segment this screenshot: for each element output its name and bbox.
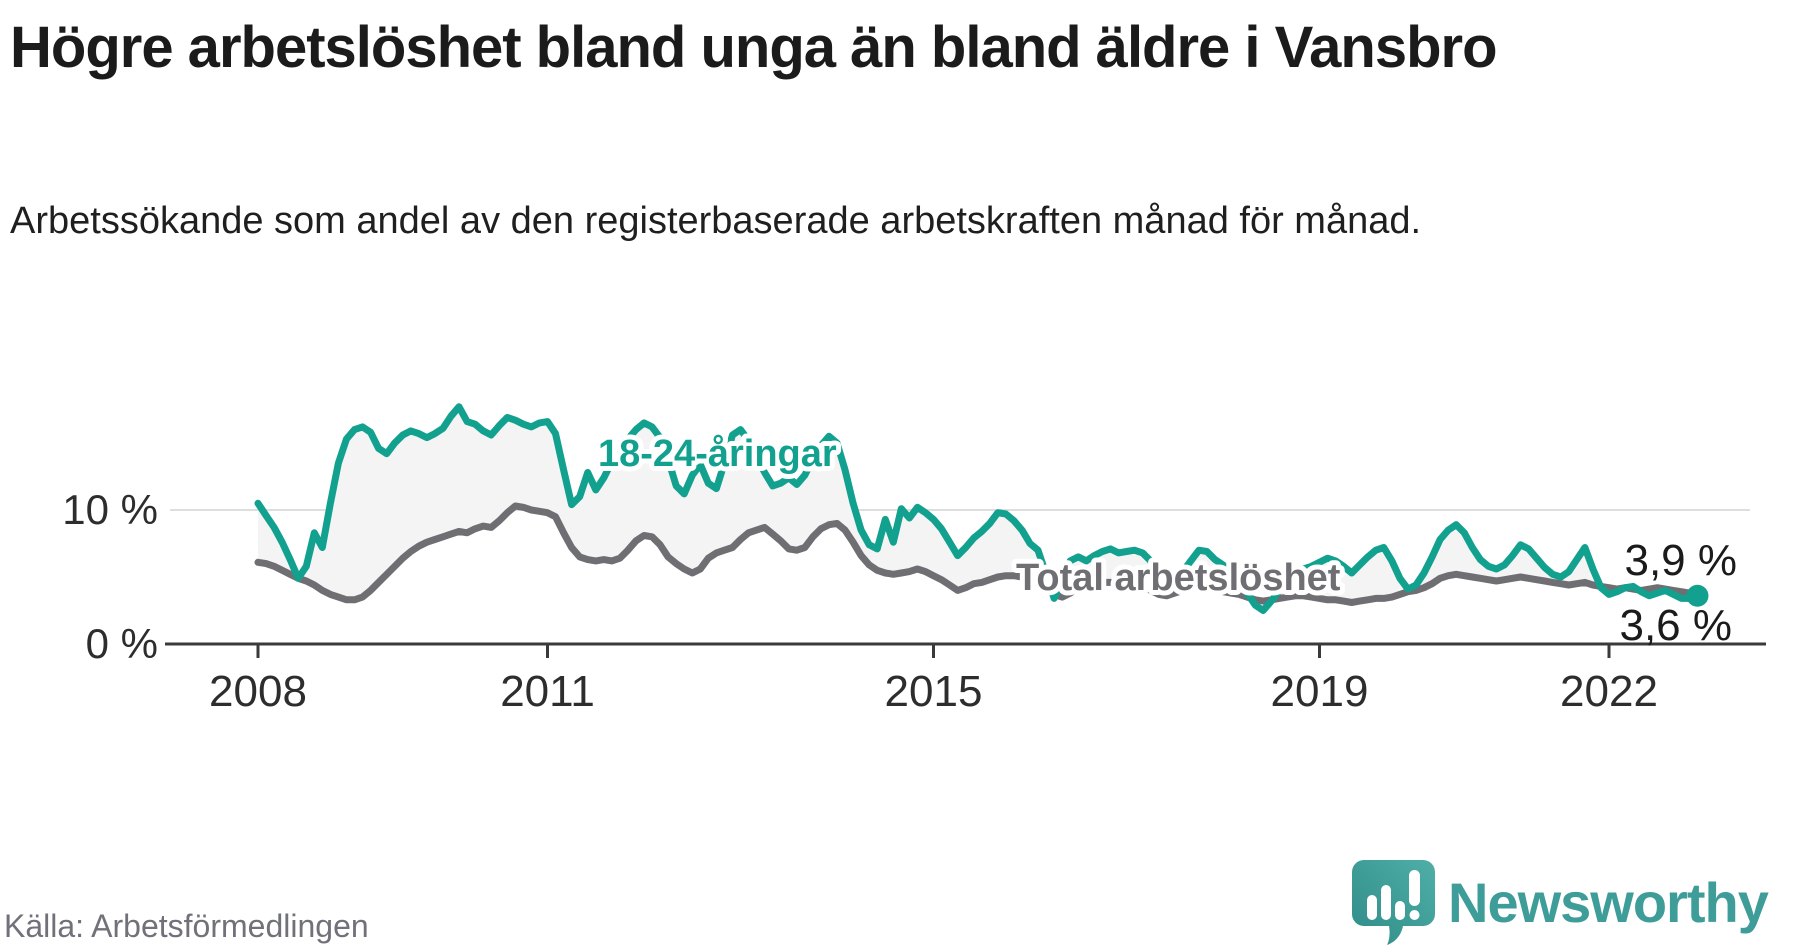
x-axis-tick-label: 2011: [500, 667, 595, 716]
logo-wordmark: Newsworthy: [1448, 871, 1769, 934]
x-axis-tick-label: 2019: [1271, 667, 1369, 716]
series-label-youth: 18-24-åringar: [598, 433, 837, 475]
x-axis-tick-label: 2008: [209, 667, 307, 716]
source-note: Källa: Arbetsförmedlingen: [4, 908, 369, 944]
series-line-youth: [254, 403, 1701, 614]
exclamation-dot-icon: [1409, 910, 1420, 920]
speech-bubble-shape: [1352, 860, 1435, 945]
newsworthy-logo: Newsworthy: [1350, 856, 1800, 948]
bar-icon-small: [1367, 895, 1377, 920]
bar-icon-medium: [1395, 901, 1405, 920]
series-end-dot: [1686, 584, 1709, 607]
bar-icon-tall: [1381, 885, 1391, 920]
newsworthy-logo-icon: [1352, 860, 1435, 945]
end-value-label-total: 3,9 %: [1624, 536, 1737, 585]
exclamation-bar-icon: [1409, 870, 1420, 906]
end-value-label-youth: 3,6 %: [1619, 601, 1732, 650]
y-axis-tick-label: 10 %: [62, 486, 158, 533]
x-axis-tick-label: 2022: [1560, 667, 1658, 716]
page-title: Högre arbetslöshet bland unga än bland ä…: [10, 15, 1498, 80]
series-line-total: [254, 502, 1701, 606]
page-subtitle: Arbetssökande som andel av den registerb…: [10, 200, 1422, 242]
x-axis-tick-label: 2015: [885, 667, 983, 716]
series-label-total: Total arbetslöshet: [1016, 557, 1341, 599]
y-axis-tick-label: 0 %: [86, 620, 158, 667]
